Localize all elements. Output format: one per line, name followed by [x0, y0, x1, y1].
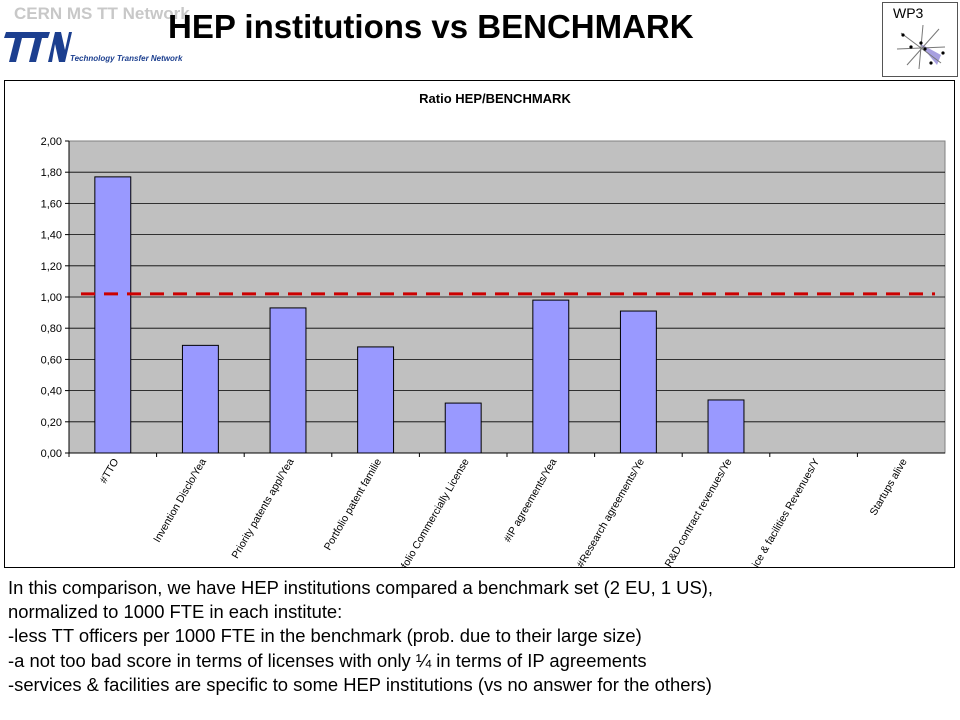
y-tick-label: 0,00: [41, 448, 62, 460]
note-line: In this comparison, we have HEP institut…: [8, 577, 713, 598]
x-tick-label: R&D contract revenues/Ye: [663, 456, 735, 567]
y-tick-label: 1,00: [41, 292, 62, 304]
x-tick-label: #Research agreements/Ye: [575, 456, 647, 567]
logo-subtitle: Technology Transfer Network: [70, 54, 183, 63]
y-tick-label: 0,60: [41, 354, 62, 366]
bar-chart: Ratio HEP/BENCHMARK 0,00 0,20 0,40 0,60 0,80 1…: [41, 91, 946, 568]
y-tick-label: 0,80: [41, 323, 62, 335]
bar: [269, 307, 307, 454]
x-tick-label: Portfolio Commercially License: [389, 456, 472, 567]
wp-badge-label: WP3: [893, 5, 924, 21]
x-tick-label: Portfolio patent familie: [322, 456, 384, 552]
bar: [532, 299, 570, 454]
notes-text: In this comparison, we have HEP institut…: [8, 576, 953, 697]
x-tick-label: #TTO: [98, 457, 122, 486]
y-tick-label: 1,40: [41, 230, 62, 242]
bar: [181, 344, 219, 454]
bar: [357, 346, 395, 454]
note-line: -less TT officers per 1000 FTE in the be…: [8, 625, 642, 647]
bar: [444, 402, 482, 454]
organization-name: CERN MS TT Network: [14, 4, 190, 23]
x-tick-label: #IP agreements/Yea: [502, 456, 560, 544]
x-tick-label: Priority patents appl/Yea: [229, 456, 296, 560]
wp-badge: WP3: [882, 2, 958, 77]
x-tick-label: Startups alive: [868, 456, 910, 517]
y-tick-label: 0,20: [41, 417, 62, 429]
chart-title: Ratio HEP/BENCHMARK: [419, 91, 571, 106]
y-tick-label: 2,00: [41, 136, 62, 148]
chart-frame: Ratio HEP/BENCHMARK 0,00 0,20 0,40 0,60 0,80 1…: [4, 80, 955, 568]
bar: [707, 399, 745, 454]
ttn-logo: [4, 32, 72, 62]
x-tick-label: Invention Disclo/Yea: [151, 456, 209, 544]
y-tick-label: 1,80: [41, 167, 62, 179]
slide-title: HEP institutions vs BENCHMARK: [168, 8, 694, 45]
y-tick-label: 0,40: [41, 386, 62, 398]
note-line: -a not too bad score in terms of license…: [8, 649, 647, 671]
note-line: -services & facilities are specific to s…: [8, 673, 712, 695]
x-tick-label: ice & facilities Revenues/Y: [750, 457, 822, 568]
bar: [94, 176, 132, 454]
bar: [619, 310, 657, 454]
y-tick-label: 1,20: [41, 261, 62, 273]
network-diagram-icon: [896, 24, 946, 70]
note-line: normalized to 1000 FTE in each institute…: [8, 601, 343, 623]
y-tick-label: 1,60: [41, 198, 62, 210]
